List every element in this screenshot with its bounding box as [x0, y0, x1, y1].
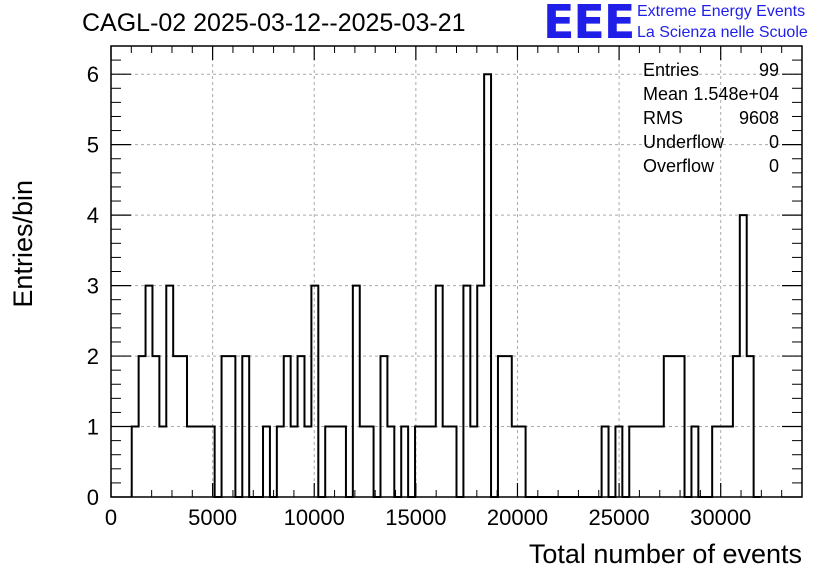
logo-line-2: La Scienza nelle Scuole [637, 24, 808, 41]
x-tick-label: 15000 [385, 505, 446, 530]
histogram-outline [130, 73, 761, 498]
stat-row-rms: RMS 9608 [641, 106, 781, 130]
y-tick-label: 0 [87, 485, 99, 510]
stat-label: RMS [643, 108, 683, 128]
stat-label: Underflow [643, 132, 725, 152]
stat-value: 9608 [738, 108, 779, 128]
stat-label: Mean [643, 84, 689, 104]
x-axis-ticks: 0 5000 10000 15000 20000 25000 30000 [105, 46, 803, 530]
chart-title: CAGL-02 2025-03-12--2025-03-21 [82, 9, 466, 37]
y-axis-label: Entries/bin [8, 180, 38, 308]
x-tick-label: 0 [105, 505, 117, 530]
x-tick-label: 5000 [188, 505, 237, 530]
stat-value: 0 [768, 132, 779, 152]
logo-letters: EEE [543, 0, 635, 49]
y-tick-label: 5 [87, 133, 99, 158]
x-tick-label: 10000 [284, 505, 345, 530]
stat-value: 0 [768, 156, 779, 176]
statistics-box: Entries 99 Mean 1.548e+04 RMS 9608 Under… [641, 58, 781, 178]
stat-row-mean: Mean 1.548e+04 [641, 82, 781, 106]
stat-label: Entries [643, 60, 700, 80]
x-tick-label: 20000 [487, 505, 548, 530]
y-tick-label: 3 [87, 274, 99, 299]
stat-value: 1.548e+04 [693, 84, 779, 104]
y-tick-label: 1 [87, 415, 99, 440]
stat-row-overflow: Overflow 0 [641, 154, 781, 178]
y-axis-ticks: 0 1 2 3 4 5 6 [87, 45, 802, 510]
eee-logo: EEE Extreme Energy Events La Scienza nel… [543, 0, 835, 49]
logo-line-1: Extreme Energy Events [637, 3, 806, 20]
stat-value: 99 [758, 60, 779, 80]
x-tick-label: 25000 [588, 505, 649, 530]
x-axis-label: Total number of events [529, 539, 802, 569]
y-tick-label: 6 [87, 62, 99, 87]
stat-row-underflow: Underflow 0 [641, 130, 781, 154]
stat-row-entries: Entries 99 [641, 58, 781, 82]
y-tick-label: 4 [87, 203, 99, 228]
x-tick-label: 30000 [690, 505, 751, 530]
y-tick-label: 2 [87, 344, 99, 369]
stat-label: Overflow [643, 156, 715, 176]
